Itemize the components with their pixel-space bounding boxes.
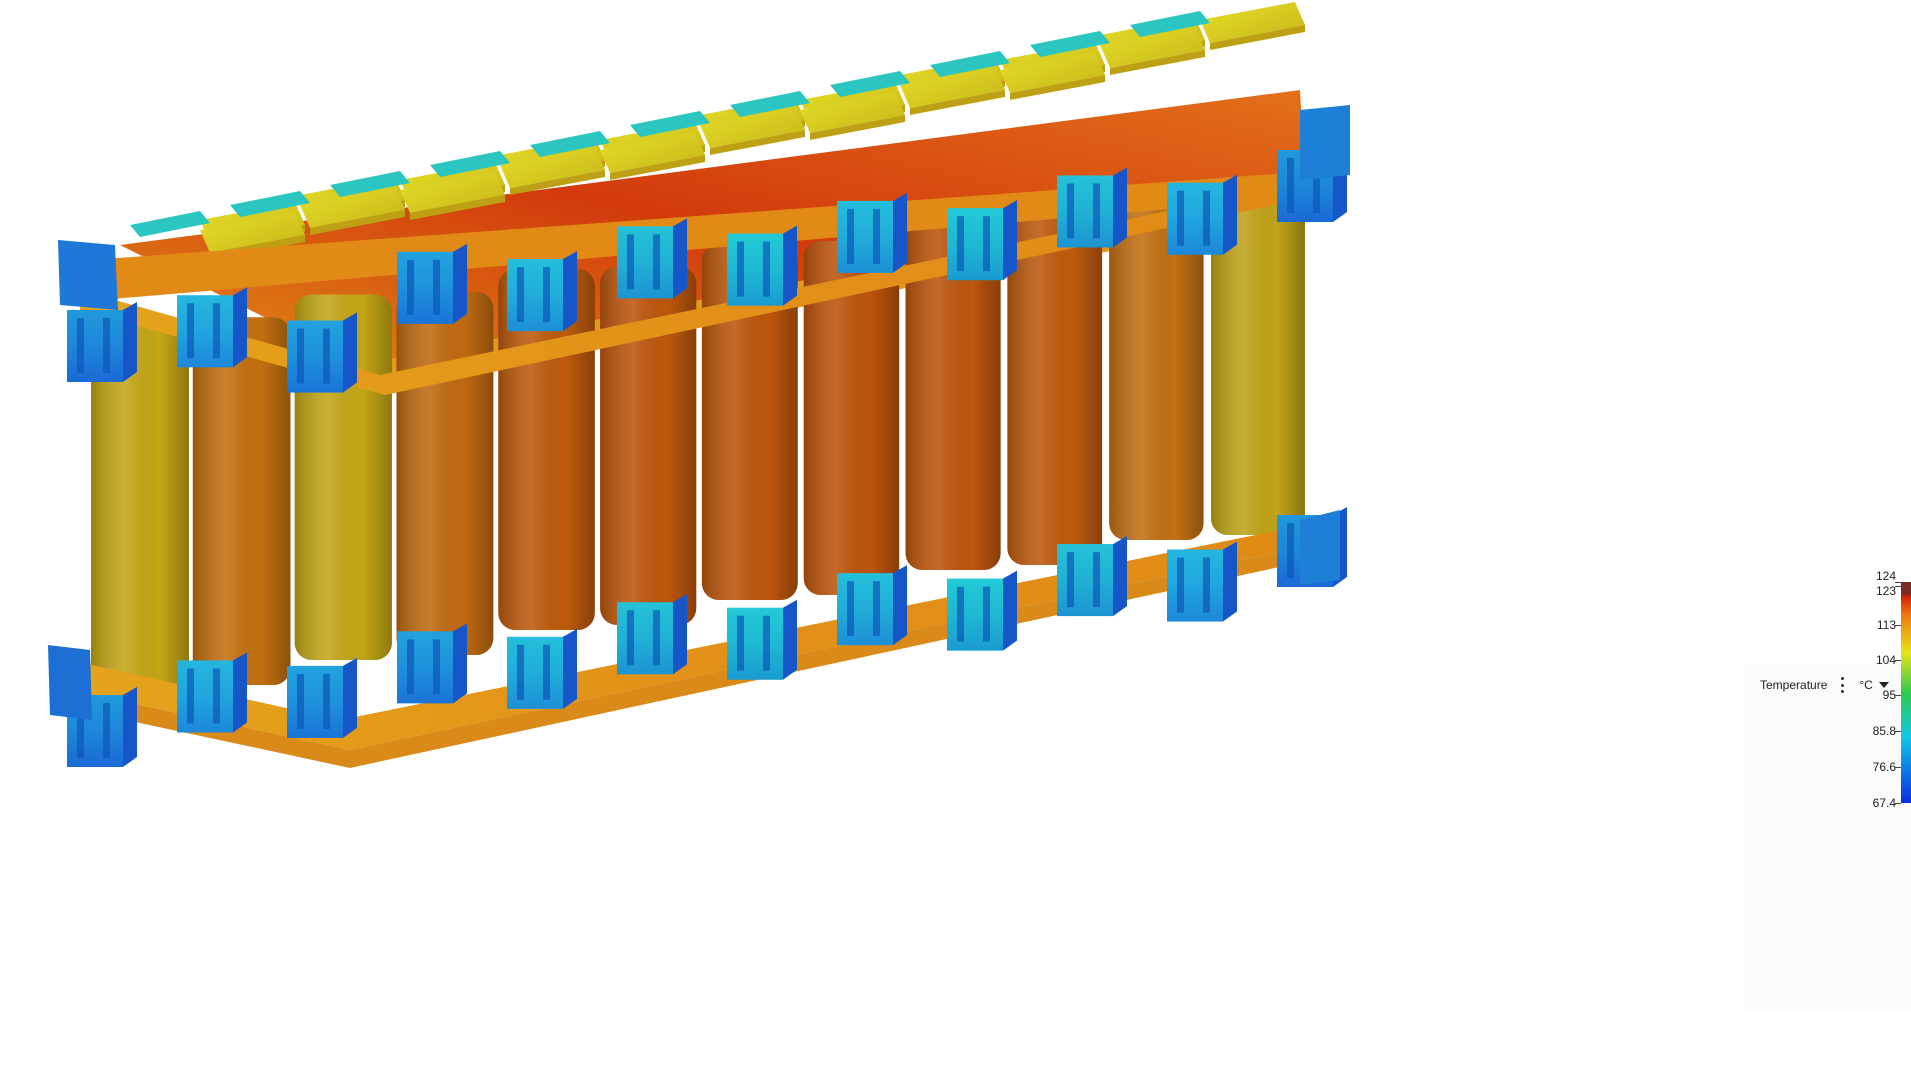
battery-cell (803, 240, 900, 595)
legend-tick-label: 124 (1875, 569, 1896, 583)
legend-header: Temperature °C (1760, 675, 1889, 695)
battery-cell (1109, 192, 1204, 540)
front-connectors (48, 105, 1350, 767)
bottom-connector (1057, 536, 1127, 617)
legend-tick-mark (1895, 660, 1901, 662)
busbar-tab (230, 191, 310, 217)
top-back-connectors (130, 11, 1210, 237)
cell-terminal-pad (1200, 2, 1305, 50)
bottom-connector (397, 623, 467, 704)
legend-title: Temperature (1760, 678, 1828, 692)
cell-terminal-pad (900, 67, 1005, 115)
battery-cell (1007, 215, 1103, 566)
end-connector (1300, 105, 1350, 585)
top-connector (397, 243, 467, 324)
bottom-connector (287, 657, 357, 738)
busbar-tab (930, 51, 1010, 77)
busbar-tab (1130, 11, 1210, 37)
busbar-tab (330, 171, 410, 197)
battery-cell (192, 317, 291, 685)
cell-terminal-pad (700, 107, 805, 155)
legend-tick-label: 76.6 (1872, 760, 1896, 775)
cell-terminal-pad (1000, 52, 1105, 100)
cell-terminal-pad (400, 172, 505, 220)
legend-tick-label: 67.4 (1872, 796, 1896, 810)
bottom-connector (837, 565, 907, 646)
bottom-connector (1167, 541, 1237, 622)
top-cell-terminals (200, 2, 1305, 260)
cell-terminal-pad (800, 92, 905, 140)
unit-label: °C (1859, 678, 1873, 692)
legend-tick-label: 95 (1882, 688, 1896, 703)
chevron-down-icon (1878, 682, 1889, 688)
top-connector (617, 218, 687, 299)
battery-cell (905, 218, 1001, 570)
legend-tick-mark (1895, 767, 1901, 769)
busbar-tab (730, 91, 810, 117)
top-connector (67, 302, 137, 382)
legend-tick-mark (1895, 582, 1901, 583)
cell-terminal-pad (1100, 27, 1205, 75)
battery-cell (1211, 190, 1305, 535)
legend-options-menu-icon[interactable] (1837, 677, 1847, 693)
end-connector (48, 240, 118, 720)
legend-tick-mark (1895, 731, 1901, 733)
battery-cell (600, 266, 697, 625)
legend-tick-label: 104 (1875, 653, 1896, 668)
busbar-tab (630, 111, 710, 137)
top-connector (507, 251, 577, 332)
legend-tick-label: 85.8 (1872, 724, 1896, 739)
top-connector (1057, 167, 1127, 248)
legend-tick-mark (1895, 695, 1901, 697)
bottom-connector (727, 599, 797, 680)
top-connector (287, 312, 357, 393)
top-connector (947, 200, 1017, 281)
battery-cell (701, 243, 798, 601)
legend-tick-mark (1895, 803, 1901, 804)
unit-dropdown[interactable]: °C (1859, 678, 1889, 692)
legend-tick-mark (1895, 585, 1901, 587)
legend-tick-label: 123 (1875, 583, 1896, 598)
top-connector (177, 287, 247, 368)
top-connector (1167, 174, 1237, 255)
legend-tick-label: 113 (1876, 617, 1896, 632)
cell-terminal-pad (500, 147, 605, 195)
bottom-connector (617, 594, 687, 675)
top-connector (727, 225, 797, 306)
top-connector (837, 192, 907, 273)
battery-cell (396, 291, 494, 655)
busbar-tab (430, 151, 510, 177)
busbar-tab (830, 71, 910, 97)
battery-cells (91, 190, 1305, 690)
legend-tick-mark (1895, 624, 1901, 626)
bottom-connector (177, 652, 247, 733)
colorbar-gradient (1901, 582, 1911, 803)
battery-cell (91, 320, 189, 690)
temperature-legend: Temperature °C 124 123 113 104 95 85.8 76.6 67.… (1745, 569, 1911, 1010)
busbar-tab (130, 211, 210, 237)
bottom-connector (947, 570, 1017, 651)
cell-terminal-pad (600, 132, 705, 180)
busbar-tab (530, 131, 610, 157)
busbar-tab (1030, 31, 1110, 57)
cell-terminal-pad (300, 187, 405, 235)
bottom-connector (507, 628, 577, 709)
